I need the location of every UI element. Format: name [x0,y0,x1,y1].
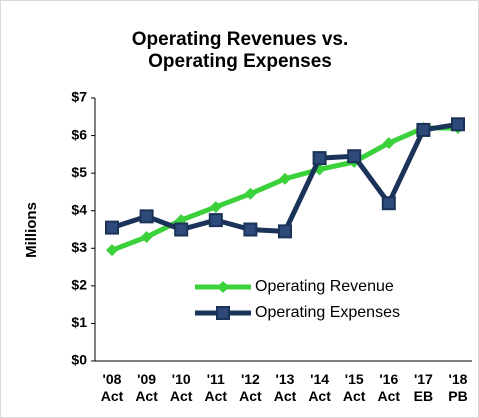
x-tick-label: '12 Act [239,371,262,404]
x-tick-label: '16 Act [378,371,401,404]
data-point [139,209,154,224]
x-tick-label: '10 Act [170,371,193,404]
x-tick-label: '18 PB [448,371,467,404]
data-point [105,220,119,235]
y-tick-label: $2 [71,277,87,293]
data-point [209,200,222,213]
data-point [140,231,153,244]
data-point [106,244,118,257]
x-tick-label: '17 EB [414,371,433,404]
legend-marker [217,281,229,293]
data-point [174,222,189,237]
legend-label: Operating Revenue [255,278,394,295]
data-point [278,224,292,239]
chart-title: Operating Revenues vs. Operating Expenses [132,29,348,72]
x-tick-label: '15 Act [343,371,366,404]
y-tick-label: $3 [71,239,87,255]
x-tick-label: '08 Act [101,371,124,404]
x-tick-label: '13 Act [274,371,297,404]
data-point [382,137,395,150]
data-point [243,222,258,237]
data-point [279,172,291,185]
y-tick-label: $6 [71,126,87,142]
y-tick-label: $5 [71,164,87,180]
x-tick-label: '14 Act [308,371,331,404]
y-tick-label: $1 [71,314,87,330]
data-point [451,117,465,132]
y-tick-label: $7 [71,89,87,105]
x-tick-label: '09 Act [135,371,158,404]
y-tick-label: $4 [71,201,87,217]
data-point [381,196,396,211]
y-tick-label: $0 [71,352,87,368]
data-point [244,187,257,200]
x-tick-label: '11 Act [205,371,228,404]
data-point [312,151,327,166]
data-point [347,149,362,164]
data-point [208,213,223,228]
y-axis-label: Millions [23,202,40,258]
legend-marker [216,306,230,320]
data-point [416,122,431,137]
legend-label: Operating Expenses [255,304,400,321]
